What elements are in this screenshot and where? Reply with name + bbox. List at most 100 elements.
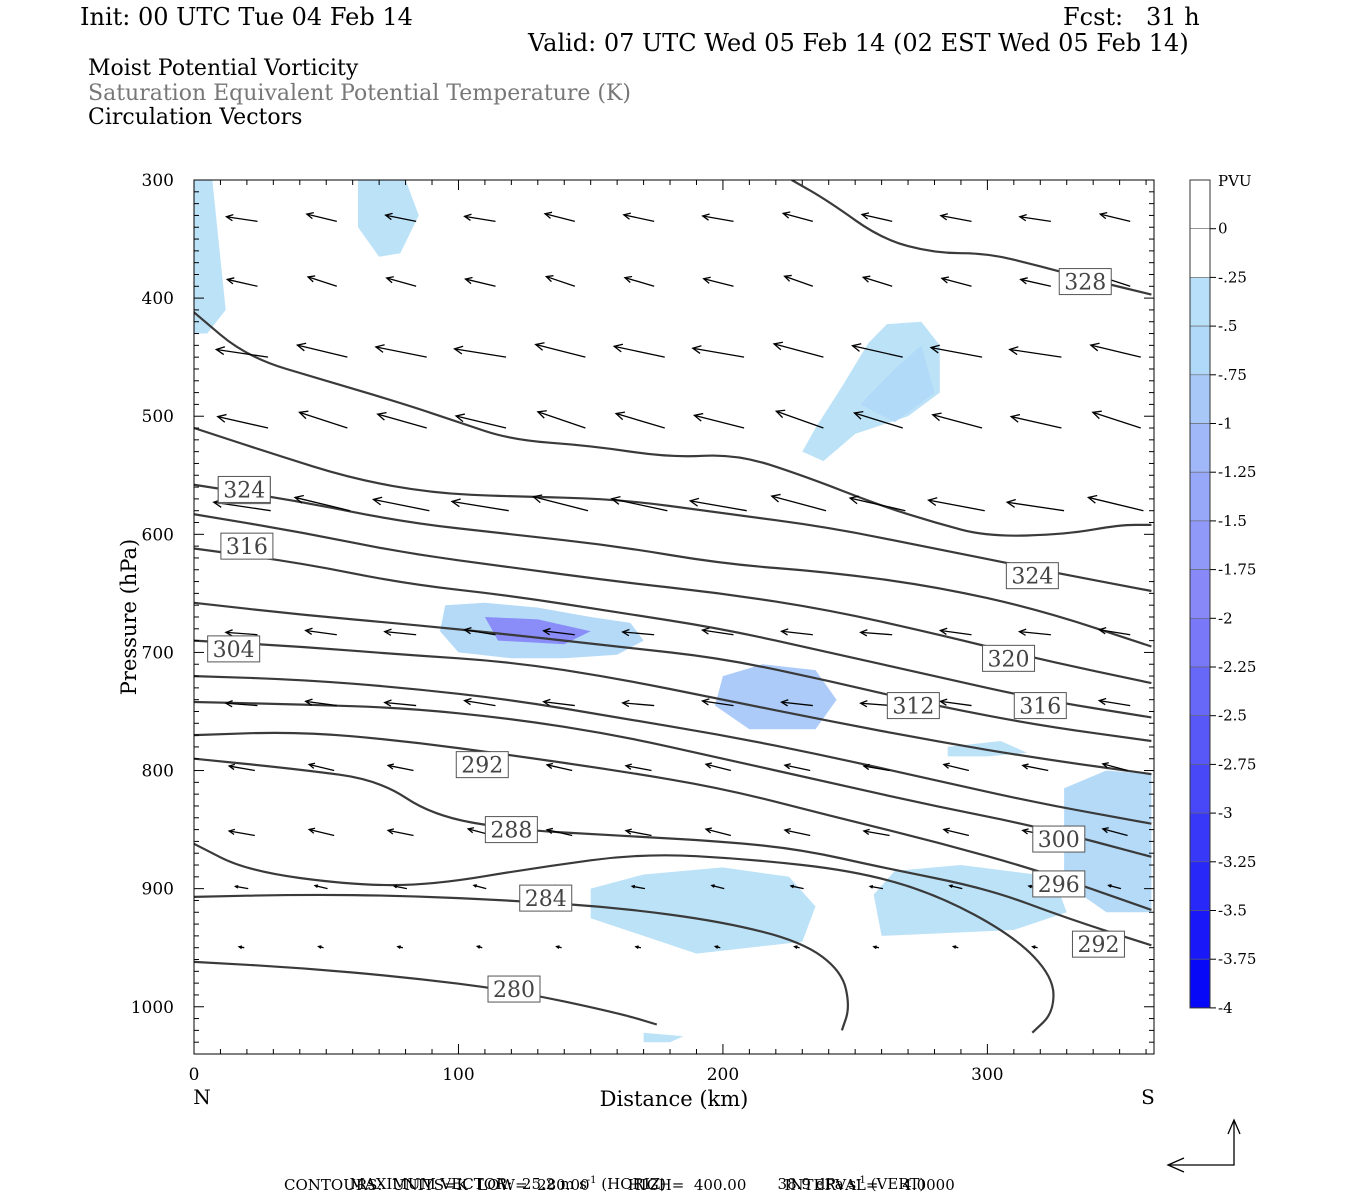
- vector-arrowhead: [1031, 945, 1036, 950]
- colorbar-swatch: [1189, 374, 1211, 424]
- colorbar-unit: PVU: [1218, 172, 1252, 190]
- contour-280: [194, 960, 658, 1026]
- colorbar-label: -.5: [1218, 317, 1237, 335]
- vector-arrowhead: [780, 699, 789, 707]
- pv-region-8: [873, 865, 1067, 936]
- max-vector-horiz: MAXIMUM VECTOR: 25.2 m s-1 (HORIZ): [349, 1175, 667, 1193]
- vector-arrow: [297, 344, 348, 358]
- vector-arrowhead: [545, 827, 554, 835]
- vector-arrowhead: [1017, 628, 1027, 636]
- vector-arrowhead: [371, 496, 383, 506]
- vector-arrow: [216, 348, 269, 358]
- colorbar-swatch: [1189, 715, 1211, 765]
- vector-arrowhead: [227, 763, 236, 771]
- vector-arrowhead: [624, 828, 632, 835]
- y-tick-label-1000: 1000: [131, 998, 174, 1018]
- vector-arrowhead: [614, 411, 626, 421]
- reference-vector-icon: [1166, 1118, 1241, 1173]
- vector-arrowhead: [1107, 884, 1112, 888]
- contour-label-328: 328: [1064, 271, 1106, 296]
- contour-label-box: [484, 816, 538, 844]
- vector-arrowhead: [783, 763, 791, 770]
- vector-arrow: [1108, 884, 1122, 890]
- vector-arrowhead: [466, 827, 475, 834]
- contour-label-292: 292: [1077, 933, 1119, 958]
- vector-arrowhead: [396, 945, 401, 950]
- vector-arrow: [546, 275, 576, 287]
- vector-arrowhead: [859, 700, 868, 708]
- vector-arrowhead: [630, 884, 636, 889]
- contour-label-304: 304: [213, 638, 255, 663]
- colorbar-swatch: [1189, 617, 1211, 668]
- ref-arrow-head-v: [1227, 1118, 1241, 1135]
- vector-arrowhead: [542, 627, 551, 636]
- vector-arrowhead: [710, 884, 715, 888]
- vector-arrowhead: [704, 827, 713, 834]
- vector-arrowhead: [386, 828, 395, 835]
- vector-arrow: [305, 629, 337, 636]
- vector-arrowhead: [931, 412, 942, 422]
- colorbar-swatch: [1189, 471, 1211, 522]
- circulation-vectors: [212, 211, 1144, 950]
- vector-arrowhead: [700, 627, 710, 635]
- vector-arrow: [455, 415, 507, 429]
- vector-arrowhead: [305, 211, 314, 220]
- vector-arrow: [464, 629, 496, 636]
- vector-arrowhead: [313, 884, 319, 889]
- vector-arrowhead: [859, 629, 868, 637]
- x-tick-label-200: 200: [707, 1065, 739, 1085]
- vector-arrow: [546, 764, 573, 772]
- vector-arrowhead: [860, 212, 870, 220]
- y-tick-label-800: 800: [142, 762, 174, 782]
- vector-arrowhead: [536, 410, 547, 419]
- pv-region-9: [1064, 770, 1152, 913]
- contour-labels: 2802842882922922963003043123163163203203…: [207, 268, 1125, 1003]
- vector-arrow: [622, 631, 655, 636]
- colorbar-swatch: [1189, 764, 1211, 814]
- vector-arrowhead: [929, 344, 940, 354]
- vector-arrowhead: [622, 212, 631, 220]
- vector-arrowhead: [472, 884, 477, 888]
- contour-label-box: [1071, 930, 1125, 958]
- vector-arrow: [862, 276, 893, 287]
- vector-arrow: [771, 495, 827, 512]
- contour-label-292: 292: [461, 754, 503, 779]
- y-tick-label-400: 400: [142, 289, 174, 309]
- vector-arrowhead: [1089, 342, 1100, 352]
- vector-arrowhead: [534, 342, 545, 351]
- vector-arrow: [781, 701, 813, 707]
- colorbar-label: -4: [1218, 999, 1233, 1017]
- pv-region-6: [715, 664, 837, 730]
- colorbar-swatch: [1189, 569, 1211, 619]
- vector-arrow: [1019, 630, 1051, 636]
- vector-arrowhead: [783, 828, 791, 835]
- vector-arrowhead: [317, 945, 322, 949]
- theta-contours: [194, 180, 1152, 1034]
- vector-arrow: [863, 830, 890, 837]
- vector-arrow: [705, 763, 732, 772]
- vector-arrow: [535, 343, 586, 358]
- field-title-theta-es: Saturation Equivalent Potential Temperat…: [88, 81, 631, 106]
- vector-arrowhead: [227, 828, 236, 836]
- vector-arrow: [611, 498, 668, 512]
- contour-label-box: [217, 475, 271, 503]
- valid-time: Valid: 07 UTC Wed 05 Feb 14 (02 EST Wed …: [528, 29, 1189, 57]
- vector-arrowhead: [770, 493, 781, 503]
- vector-arrow: [854, 412, 903, 429]
- field-title-mpv: Moist Potential Vorticity: [88, 56, 359, 81]
- vector-arrow: [863, 765, 890, 772]
- vector-arrowhead: [940, 276, 950, 284]
- vector-arrow: [384, 701, 417, 707]
- vector-arrowhead: [1005, 498, 1016, 508]
- colorbar-label: -3: [1218, 804, 1233, 822]
- vector-arrow: [217, 415, 269, 429]
- vector-arrowhead: [942, 762, 950, 769]
- vector-arrowhead: [392, 884, 398, 889]
- vector-arrow: [705, 828, 732, 837]
- vector-arrow: [940, 214, 972, 222]
- pv-region-3: [860, 345, 935, 423]
- colorbar-label: 0: [1218, 220, 1228, 238]
- vector-arrow: [940, 700, 972, 707]
- contour-12: [194, 426, 1152, 593]
- vector-arrowhead: [1101, 762, 1109, 769]
